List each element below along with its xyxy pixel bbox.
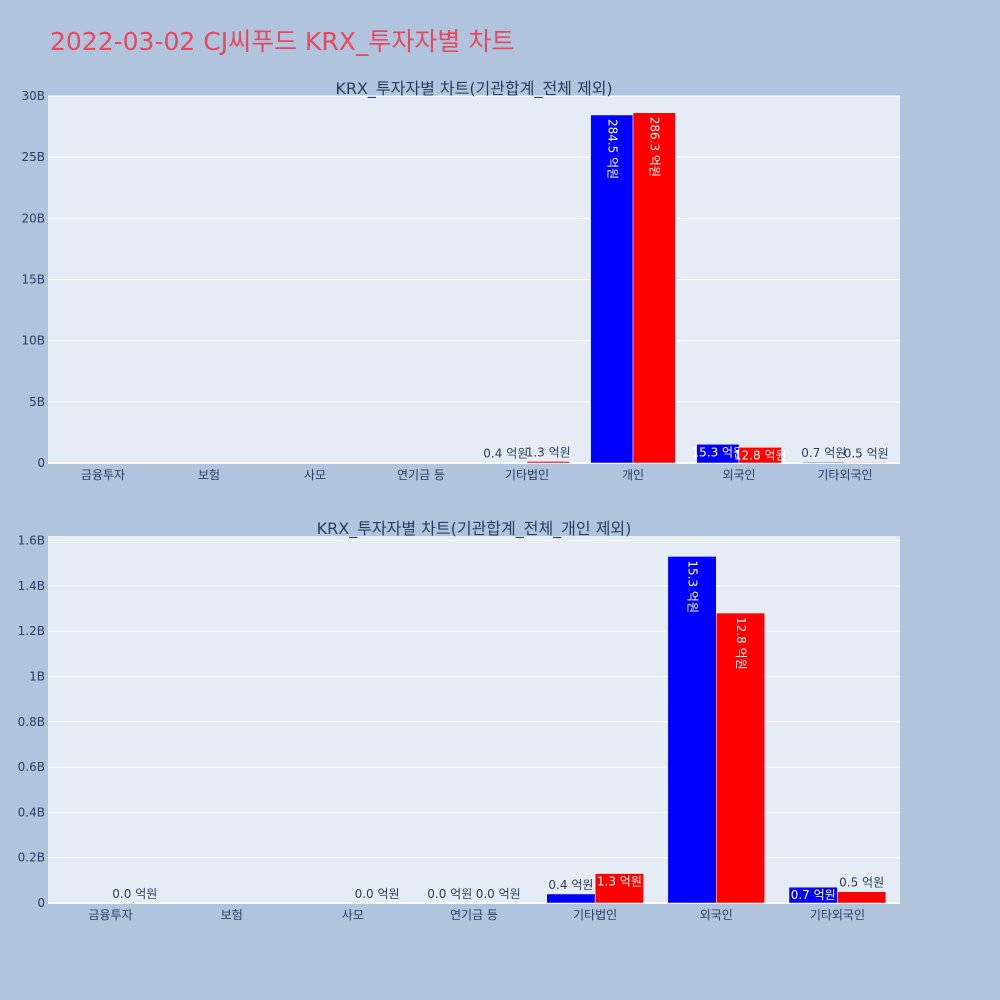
- y-tick-label: 0: [37, 896, 45, 910]
- y-tick-label: 20B: [21, 211, 45, 225]
- bar-sell: [844, 462, 888, 464]
- chart-title: KRX_투자자별 차트(기관합계_전체_개인 제외): [317, 519, 632, 539]
- bar-sell: [837, 891, 887, 904]
- data-label: 15.3 억원: [691, 445, 744, 459]
- y-tick-label: 0.2B: [18, 851, 45, 865]
- bar-sell: [716, 612, 765, 904]
- data-label: 1.3 억원: [526, 445, 571, 459]
- x-tick-label: 외국인: [722, 468, 755, 482]
- y-tick-label: 0.8B: [18, 715, 45, 729]
- data-label: 286.3 억원: [648, 117, 662, 177]
- data-label: 0.5 억원: [844, 446, 889, 460]
- chart-krx-excl-institution-total: 0 5B 10B 15B 20B 25B 30B KRX_투자자별 차트(기관합계_전체 제외…: [21, 79, 900, 482]
- x-tick-label: 사모: [304, 468, 326, 482]
- bar-sell: [738, 447, 782, 464]
- x-tick-label: 보험: [198, 468, 220, 482]
- x-tick-label: 금융투자: [81, 468, 125, 482]
- y-tick-label: 1B: [29, 669, 45, 683]
- bar-sell: [632, 112, 676, 464]
- bar-sell: [526, 461, 570, 464]
- data-label: 0.7 억원: [801, 446, 846, 460]
- y-tick-label: 1.4B: [18, 579, 45, 593]
- y-tick-label: 0: [37, 456, 45, 470]
- y-tick-label: 0.6B: [18, 760, 45, 774]
- bar-buy: [546, 893, 596, 904]
- data-label: 0.4 억원: [483, 447, 528, 461]
- data-label: 0.0 억원: [476, 887, 521, 901]
- data-label: 0.5 억원: [839, 876, 884, 890]
- x-tick-label: 보험: [221, 908, 243, 922]
- data-label: 284.5 억원: [605, 119, 619, 179]
- x-tick-label: 기타법인: [505, 468, 549, 482]
- x-tick-label: 기타법인: [573, 908, 617, 922]
- plot-area: [48, 536, 900, 903]
- x-tick-label: 사모: [342, 908, 364, 922]
- y-tick-label: 1.6B: [18, 534, 45, 548]
- data-label: 1.3 억원: [597, 875, 642, 889]
- data-label: 15.3 억원: [686, 560, 700, 613]
- chart-title: KRX_투자자별 차트(기관합계_전체 제외): [335, 79, 612, 99]
- y-tick-label: 30B: [21, 89, 45, 103]
- data-label: 0.0 억원: [112, 887, 157, 901]
- bar-buy: [667, 556, 717, 904]
- data-label: 12.8 억원: [734, 617, 748, 670]
- bar-buy: [590, 114, 634, 464]
- data-label: 12.8 억원: [734, 448, 787, 462]
- y-tick-label: 15B: [21, 273, 45, 287]
- x-tick-label: 개인: [622, 468, 644, 482]
- x-tick-label: 기타외국인: [817, 468, 872, 482]
- data-label: 0.0 억원: [427, 887, 472, 901]
- x-tick-label: 연기금 등: [397, 468, 445, 482]
- y-tick-label: 1.2B: [18, 624, 45, 638]
- x-tick-label: 외국인: [700, 908, 733, 922]
- page-title: 2022-03-02 CJ씨푸드 KRX_투자자별 차트: [50, 27, 515, 56]
- data-label: 0.4 억원: [548, 878, 593, 892]
- data-label: 0.0 억원: [355, 887, 400, 901]
- y-tick-label: 10B: [21, 334, 45, 348]
- x-tick-label: 기타외국인: [810, 908, 865, 922]
- x-tick-label: 금융투자: [88, 908, 132, 922]
- bar-sell: [594, 873, 644, 904]
- y-tick-label: 25B: [21, 150, 45, 164]
- y-tick-label: 5B: [29, 395, 45, 409]
- y-tick-label: 0.4B: [18, 805, 45, 819]
- x-tick-label: 연기금 등: [450, 908, 498, 922]
- data-label: 0.7 억원: [791, 888, 836, 902]
